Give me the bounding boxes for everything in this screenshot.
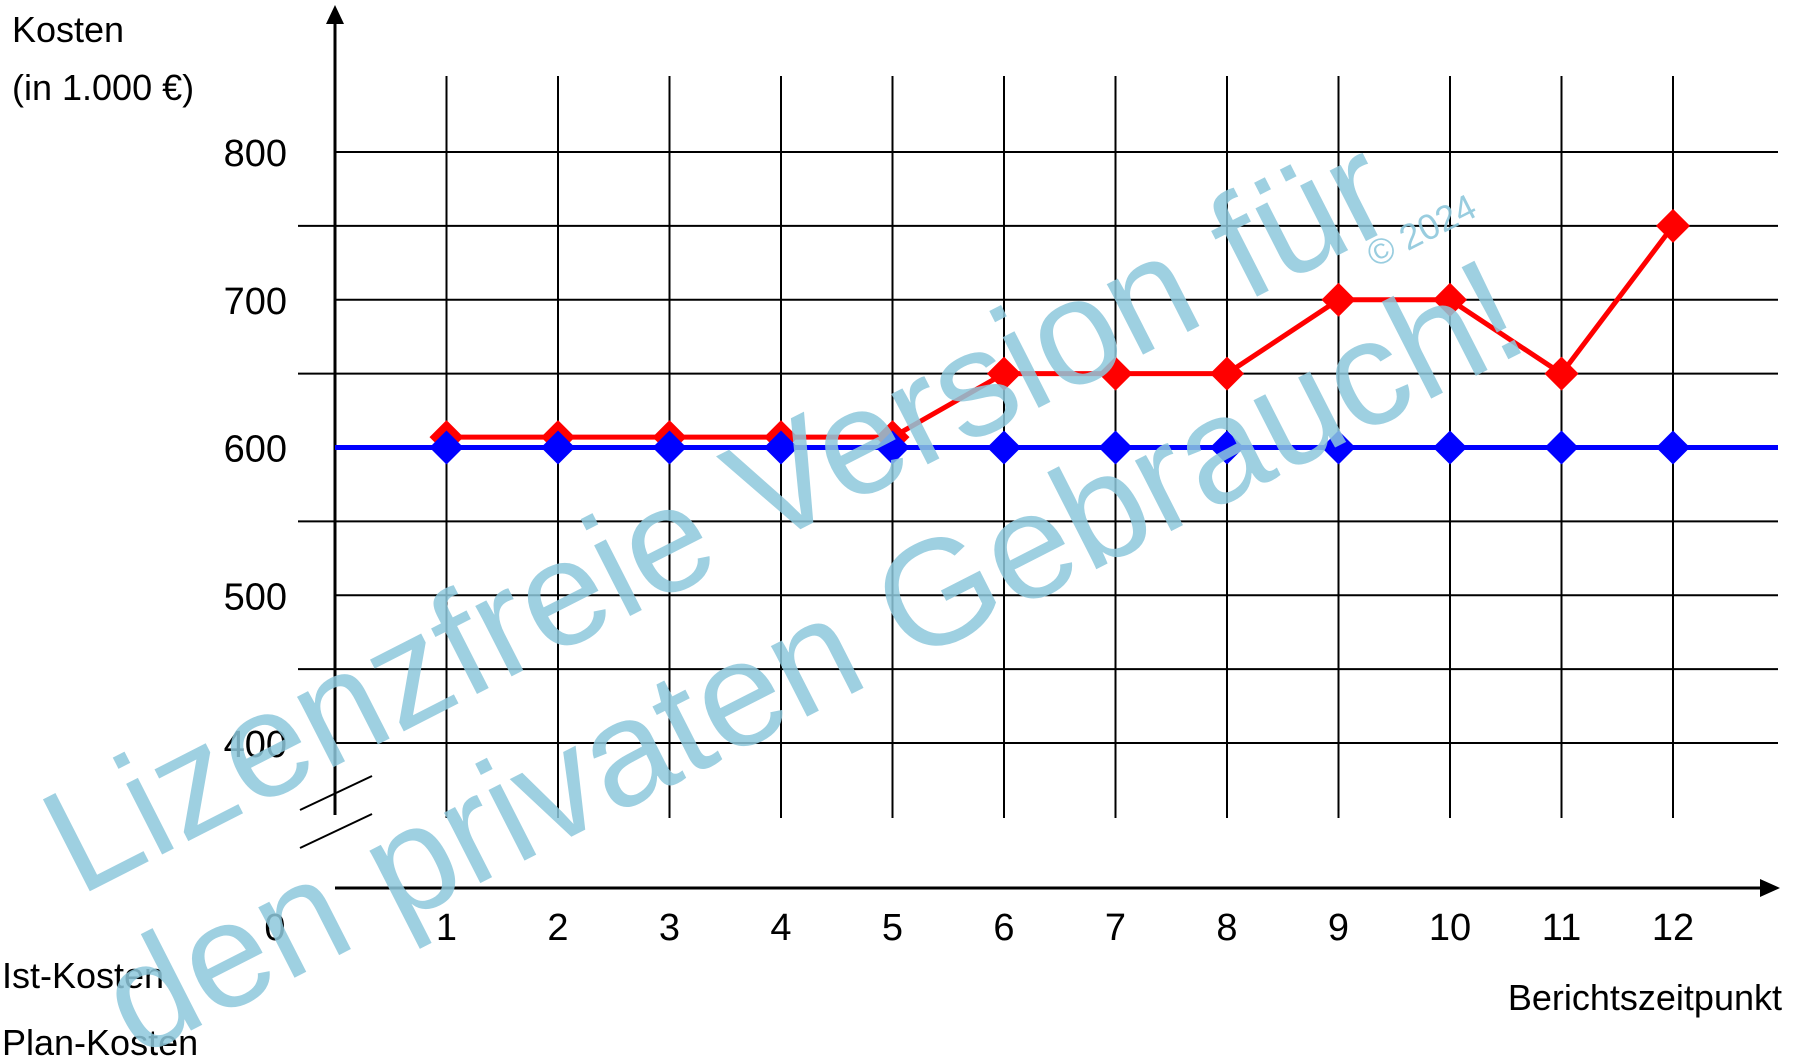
y-tick-label: 700 [224, 281, 287, 323]
data-point [1210, 430, 1244, 465]
data-point [429, 430, 464, 465]
data-point [1433, 430, 1467, 465]
x-tick-label: 10 [1429, 907, 1471, 949]
data-point [1544, 430, 1579, 465]
data-point [1098, 356, 1133, 391]
data-point [652, 430, 687, 465]
data-point [764, 430, 798, 465]
axis-break-mark-upper [299, 775, 373, 811]
x-tick-label: 11 [1542, 907, 1581, 949]
x-tick-label: 8 [1216, 907, 1237, 949]
data-point [1544, 356, 1579, 391]
data-point [987, 356, 1021, 391]
x-tick-labels: 0 1 2 3 4 5 6 7 8 9 10 11 12 [264, 907, 1694, 949]
data-point [1656, 430, 1690, 465]
legend-plan-kosten: Plan-Kosten [2, 1022, 198, 1061]
y-tick-label: 400 [224, 724, 287, 766]
data-point [1210, 356, 1244, 391]
y-tick-label: 800 [224, 133, 287, 175]
series-layer [335, 208, 1778, 465]
x-axis-title: Berichtszeitpunkt [1508, 977, 1782, 1018]
data-point [1098, 430, 1133, 465]
x-tick-label: 5 [882, 907, 903, 949]
x-tick-label: 2 [547, 907, 568, 949]
x-tick-label: 9 [1328, 907, 1349, 949]
data-point [987, 430, 1021, 465]
y-tick-label: 600 [224, 429, 287, 471]
x-tick-label: 7 [1105, 907, 1126, 949]
data-point [1433, 282, 1467, 317]
x-tick-label: 1 [436, 907, 457, 949]
y-axis-arrow [326, 5, 344, 24]
data-point [541, 430, 575, 465]
data-point [875, 430, 910, 465]
axis-break-mark-lower [299, 813, 373, 849]
x-tick-label: 12 [1652, 907, 1694, 949]
x-axis-arrow [1760, 879, 1780, 897]
x-tick-label: 0 [264, 907, 285, 949]
series-line [446, 224, 1675, 440]
y-tick-labels: 400 500 600 700 800 [224, 133, 287, 766]
y-axis-title-line2: (in 1.000 €) [12, 67, 194, 108]
data-point [1656, 208, 1690, 243]
y-tick-label: 500 [224, 576, 287, 618]
x-tick-label: 6 [993, 907, 1014, 949]
x-tick-label: 3 [659, 907, 680, 949]
y-axis-title-line1: Kosten [12, 9, 124, 50]
axes [299, 5, 1780, 897]
data-point [1321, 430, 1356, 465]
series-plan-kosten [335, 430, 1778, 465]
x-tick-label: 4 [770, 907, 791, 949]
data-point [1321, 282, 1356, 317]
legend-ist-kosten: Ist-Kosten [2, 955, 164, 996]
